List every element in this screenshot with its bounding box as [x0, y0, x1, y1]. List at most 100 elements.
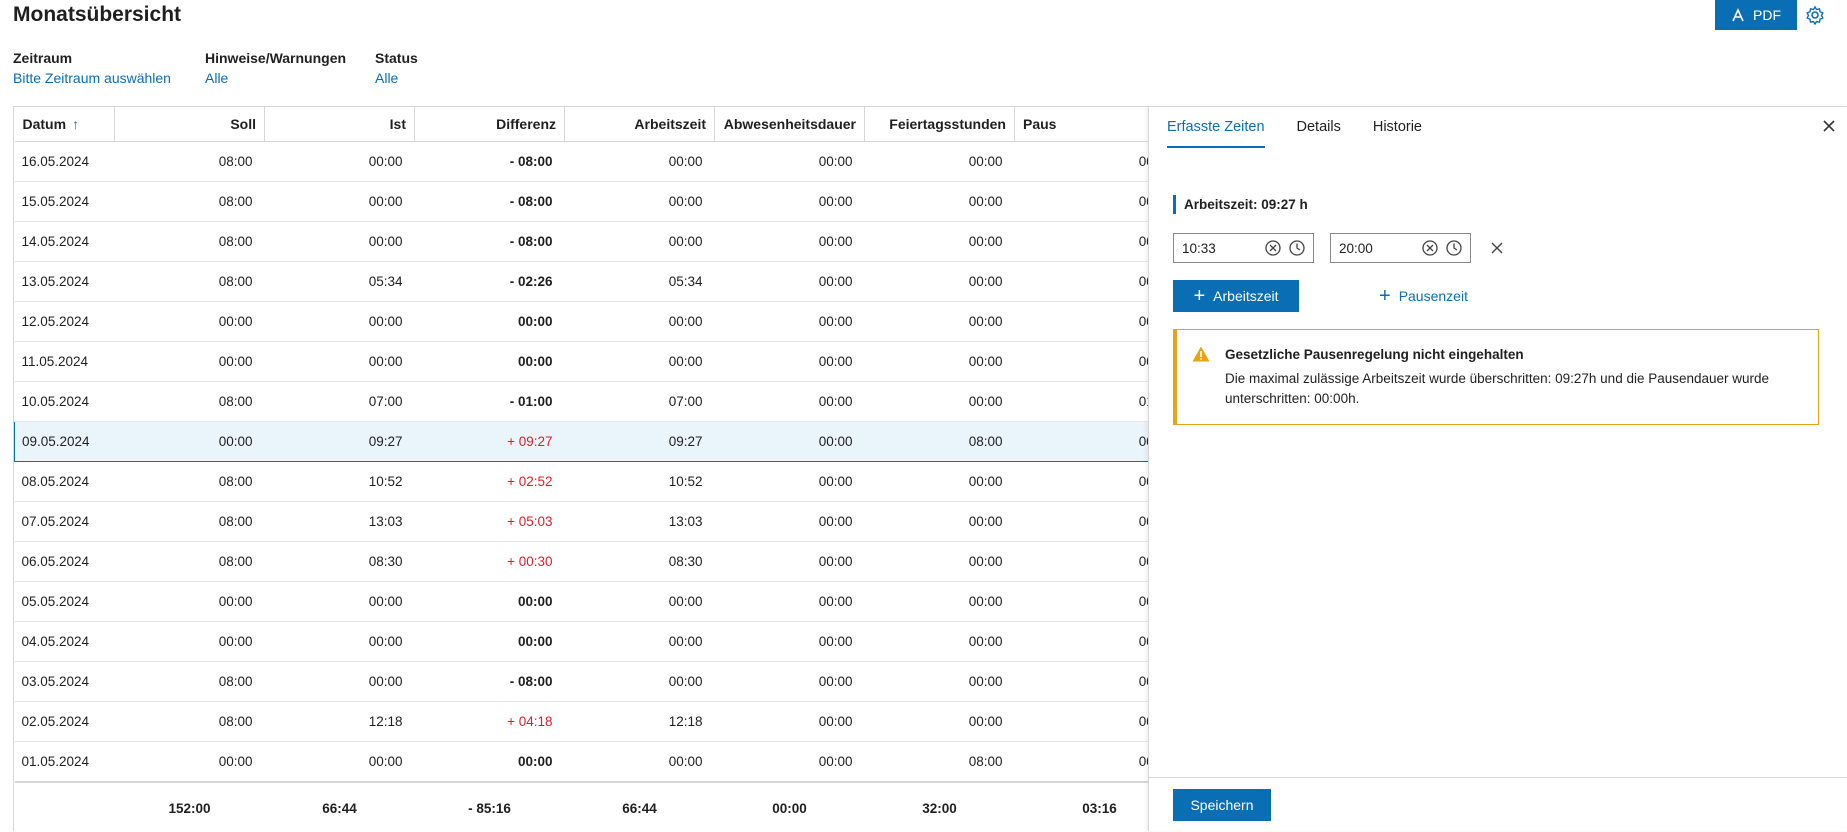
table-row[interactable]: 04.05.2024 00:00 00:00 00:00 00:00 00:00 00:00…: [14, 621, 1149, 662]
table-row[interactable]: 13.05.2024 08:00 05:34- 02:26 05:34 00:00 00:…: [14, 261, 1149, 302]
end-time-input[interactable]: [1331, 239, 1411, 257]
table-cell: 00:00: [264, 341, 415, 382]
total-cell: [14, 781, 115, 831]
table-cell: 12:18: [264, 701, 415, 742]
table-cell: 08:00: [114, 701, 265, 742]
table-cell: 04.05.2024: [14, 621, 115, 662]
filter-status: Status Alle: [375, 50, 455, 86]
table-row[interactable]: 08.05.2024 08:00 10:52 + 02:52 10:52 00:00 00:…: [14, 461, 1149, 502]
start-time-input[interactable]: [1174, 239, 1254, 257]
column-header-datum[interactable]: Datum ↑: [14, 107, 115, 142]
table-cell: 08:00: [114, 261, 265, 302]
table-cell: 00:00: [714, 661, 865, 702]
table-cell: 00:00: [564, 221, 715, 262]
table-total-row: 152:00 66:44- 85:16 66:44 00:00 32:00 03:16: [14, 781, 1149, 831]
column-header-label: Datum: [22, 116, 67, 132]
table-cell: 08.05.2024: [14, 461, 115, 502]
table-row[interactable]: 11.05.2024 00:00 00:00 00:00 00:00 00:00 00:00…: [14, 341, 1149, 382]
plus-icon: +: [1379, 285, 1391, 307]
table-cell: 00:00: [864, 261, 1015, 302]
table-cell: 10:52: [264, 461, 415, 502]
clear-icon[interactable]: [1264, 239, 1282, 257]
table-cell: 00:00: [864, 461, 1015, 502]
total-cell: 152:00: [114, 781, 265, 831]
table-row[interactable]: 15.05.2024 08:00 00:00- 08:00 00:00 00:00 00:…: [14, 181, 1149, 222]
table-cell: 10:52: [564, 461, 715, 502]
tab-historie[interactable]: Historie: [1372, 119, 1422, 135]
column-header-feiertagsstunden[interactable]: Feiertagsstunden: [864, 107, 1015, 142]
pdf-button[interactable]: PDF: [1715, 0, 1797, 30]
table-row[interactable]: 01.05.2024 00:00 00:00 00:00 00:00 00:00 08:00…: [14, 741, 1149, 783]
table-cell: 08:00: [114, 541, 265, 582]
table-cell: 00:00: [264, 301, 415, 342]
table-cell: 07.05.2024: [14, 501, 115, 542]
table-cell: - 02:26: [414, 261, 565, 302]
filter-hinweise-value[interactable]: Alle: [205, 70, 229, 86]
table-cell: + 02:52: [414, 461, 565, 502]
table-cell: 00:00: [714, 581, 865, 622]
add-break-time-button[interactable]: + Pausenzeit: [1379, 286, 1468, 306]
table-cell: 00:00: [714, 501, 865, 542]
table-cell: 01.05.2024: [14, 741, 115, 783]
panel-footer: Speichern: [1149, 777, 1847, 832]
table-cell: 00:30: [1014, 541, 1149, 582]
filter-status-value[interactable]: Alle: [375, 70, 399, 86]
table-row[interactable]: 05.05.2024 00:00 00:00 00:00 00:00 00:00 00:00…: [14, 581, 1149, 622]
table-row[interactable]: 03.05.2024 08:00 00:00- 08:00 00:00 00:00 00:…: [14, 661, 1149, 702]
detail-panel: Erfasste Zeiten Details Historie Arbeits…: [1148, 106, 1847, 831]
clear-icon[interactable]: [1421, 239, 1439, 257]
table-cell: 00:00: [864, 701, 1015, 742]
total-cell: 66:44: [264, 781, 415, 831]
table-cell: - 08:00: [414, 221, 565, 262]
total-cell: 03:16: [1014, 781, 1149, 831]
table-row[interactable]: 16.05.2024 08:00 00:00- 08:00 00:00 00:00 00:…: [14, 141, 1149, 182]
table-row[interactable]: 12.05.2024 00:00 00:00 00:00 00:00 00:00 00:00…: [14, 301, 1149, 342]
filter-zeitraum-value[interactable]: Bitte Zeitraum auswählen: [13, 70, 171, 86]
column-header-arbeitszeit[interactable]: Arbeitszeit: [564, 107, 715, 142]
table-row[interactable]: 07.05.2024 08:00 13:03 + 05:03 13:03 00:00 00:…: [14, 501, 1149, 542]
save-button[interactable]: Speichern: [1173, 789, 1271, 821]
column-header-ist[interactable]: Ist: [264, 107, 415, 142]
table-cell: 00:00: [1014, 741, 1149, 783]
table-row[interactable]: 14.05.2024 08:00 00:00- 08:00 00:00 00:00 00:…: [14, 221, 1149, 262]
table-cell: 00:00: [564, 581, 715, 622]
table-cell: 08:00: [114, 141, 265, 182]
table-cell: 00:00: [414, 301, 565, 342]
pdf-icon: [1731, 8, 1745, 22]
clock-icon[interactable]: [1288, 239, 1306, 257]
table-cell: 13:03: [264, 501, 415, 542]
table-cell: 00:00: [864, 581, 1015, 622]
table-cell: 01:00: [1014, 381, 1149, 422]
column-header-abwesenheitsdauer[interactable]: Abwesenheitsdauer: [714, 107, 865, 142]
table-cell: 00:00: [864, 141, 1015, 182]
column-header-soll[interactable]: Soll: [114, 107, 265, 142]
table-cell: 00:00: [564, 621, 715, 662]
add-work-time-button[interactable]: + Arbeitszeit: [1173, 280, 1299, 312]
table-row[interactable]: 10.05.2024 08:00 07:00- 01:00 07:00 00:00 00:…: [14, 381, 1149, 422]
table-cell: 10.05.2024: [14, 381, 115, 422]
table-cell: 05:34: [264, 261, 415, 302]
table-cell: 00:00: [114, 741, 265, 783]
table-cell: 00:00: [114, 621, 265, 662]
tab-erfasste-zeiten[interactable]: Erfasste Zeiten: [1167, 107, 1265, 148]
table-cell: 00:00: [714, 301, 865, 342]
table-row[interactable]: 09.05.2024 00:00 09:27 + 09:27 09:27 00:00 08:…: [14, 421, 1149, 462]
column-header-pause[interactable]: Paus: [1014, 107, 1149, 142]
table-cell: 00:00: [564, 181, 715, 222]
table-cell: 07:00: [564, 381, 715, 422]
table-cell: 00:00: [264, 181, 415, 222]
clock-icon[interactable]: [1445, 239, 1463, 257]
table-row[interactable]: 02.05.2024 08:00 12:18 + 04:18 12:18 00:00 00:…: [14, 701, 1149, 742]
table-cell: - 08:00: [414, 661, 565, 702]
close-icon[interactable]: [1818, 115, 1840, 137]
table-cell: 00:00: [714, 621, 865, 662]
table-cell: 00:34: [1014, 461, 1149, 502]
table-row[interactable]: 06.05.2024 08:00 08:30 + 00:30 08:30 00:00 00:…: [14, 541, 1149, 582]
table-cell: 03.05.2024: [14, 661, 115, 702]
gear-icon[interactable]: [1805, 5, 1825, 25]
table-cell: 00:00: [564, 301, 715, 342]
column-header-differenz[interactable]: Differenz: [414, 107, 565, 142]
table-cell: - 01:00: [414, 381, 565, 422]
remove-entry-icon[interactable]: [1487, 238, 1507, 258]
tab-details[interactable]: Details: [1296, 119, 1341, 135]
